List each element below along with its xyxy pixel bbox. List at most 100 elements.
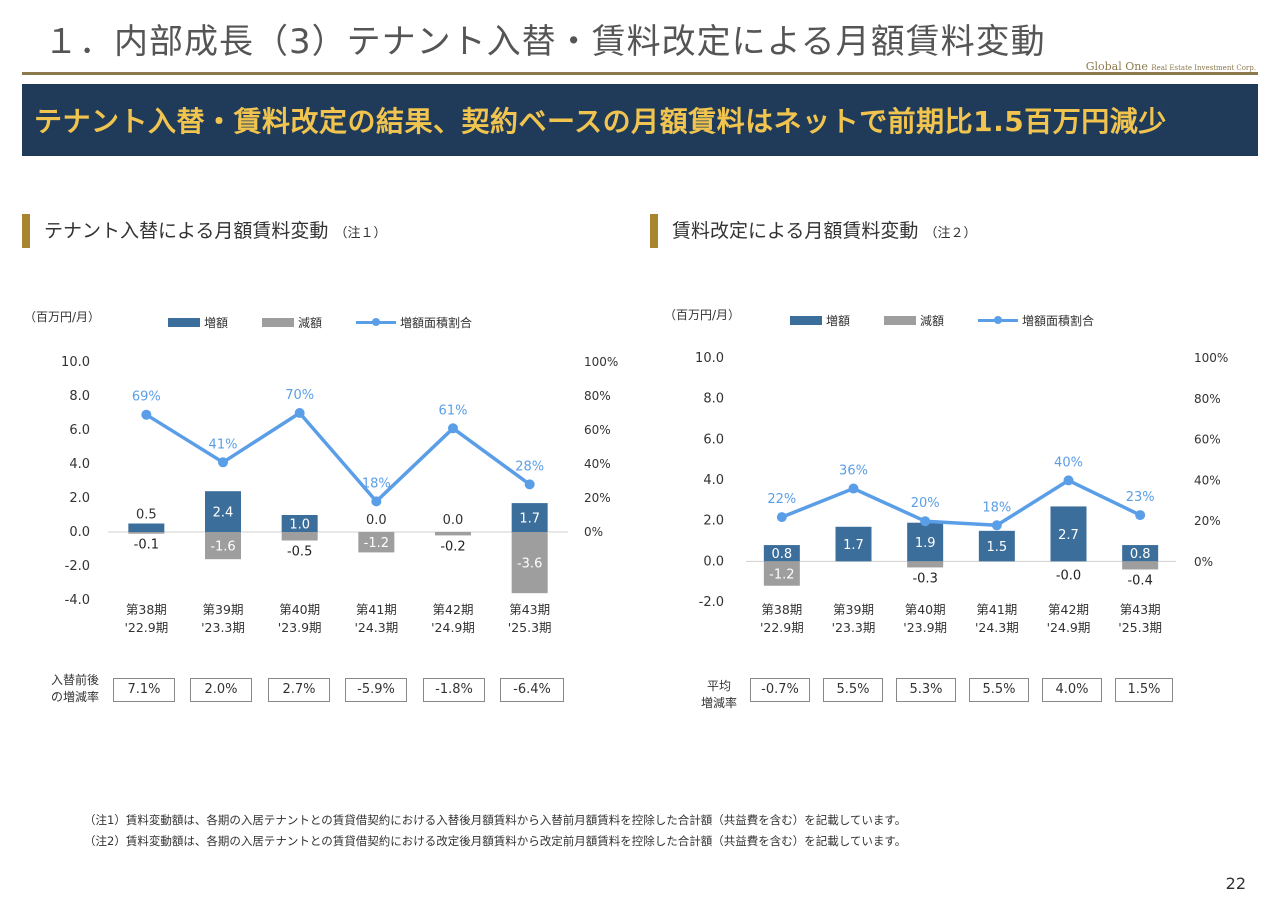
- decrease-bar: [763, 561, 800, 586]
- ratio-point: [294, 408, 305, 418]
- decrease-data-label: -0.3: [912, 571, 937, 586]
- increase-bar: [205, 491, 241, 532]
- left-heading-note: （注１）: [334, 226, 387, 241]
- legend-ratio: 増額面積割合: [978, 312, 1094, 329]
- left-chart-svg: 10.0 8.0 6.0 4.0 2.0 0.0 -2.0 -4.0 100% 80% 60% 40%…: [61, 355, 618, 635]
- y-tick-label: 0.0: [703, 554, 724, 569]
- category-label: 第40期: [905, 602, 946, 617]
- decrease-data-label: -1.2: [769, 568, 794, 583]
- legend-decrease-swatch: [884, 315, 917, 325]
- ratio-point: [776, 512, 787, 523]
- y-tick-label: 2.0: [703, 514, 724, 529]
- decrease-bar: [435, 532, 471, 536]
- y2-tick-label: 20%: [584, 491, 611, 505]
- increase-data-label: 0.5: [136, 508, 157, 523]
- decrease-bar: [1122, 561, 1159, 570]
- legend-increase-label: 増額: [204, 315, 229, 330]
- decrease-bar: [907, 561, 944, 568]
- rent-revision-chart: （百万円/月） 増額 減額 増額面積割合 10.0 8.0 6.0 4.0 2.0 0.0…: [650, 296, 1270, 716]
- ratio-data-label: 70%: [285, 388, 314, 403]
- category-label: '22.9期: [760, 620, 804, 635]
- decrease-bar: [205, 532, 241, 560]
- legend-ratio-swatch: [356, 317, 397, 326]
- decrease-data-label: -3.6: [517, 557, 542, 572]
- category-label: 第39期: [203, 602, 244, 617]
- category-label: 第41期: [976, 602, 1017, 617]
- increase-data-label: 0.8: [1130, 547, 1151, 562]
- right-legend: 増額 減額 増額面積割合: [790, 312, 1120, 328]
- ratio-data-label: 18%: [982, 500, 1011, 515]
- right-rate-box: 1.5%: [1115, 678, 1173, 702]
- decrease-data-label: -1.2: [364, 536, 389, 551]
- increase-bar: [978, 530, 1015, 562]
- category-label: 第42期: [433, 602, 474, 617]
- ratio-data-label: 23%: [1126, 490, 1155, 505]
- company-logo: Global One Real Estate Investment Corp.: [1086, 60, 1256, 73]
- category-label: 第40期: [279, 602, 320, 617]
- category-label: '23.9期: [278, 620, 322, 635]
- category-label: '22.9期: [124, 620, 168, 635]
- right-rate-label-2: 増減率: [700, 696, 737, 710]
- y2-tick-label: 60%: [584, 423, 611, 437]
- legend-increase: 増額: [790, 312, 850, 329]
- footnotes: （注1）賃料変動額は、各期の入居テナントとの賃貸借契約における入替後月額賃料から…: [84, 810, 906, 852]
- increase-bar: [835, 526, 872, 562]
- y-tick-label: 4.0: [69, 457, 90, 472]
- right-rate-label-1: 平均: [706, 679, 731, 693]
- increase-data-label: 1.7: [519, 512, 540, 527]
- legend-increase-swatch: [790, 315, 822, 325]
- y2-tick-label: 0%: [584, 525, 603, 539]
- y2-tick-label: 80%: [1194, 392, 1221, 406]
- left-rate-row: 7.1% 2.0% 2.7% -5.9% -1.8% -6.4%: [113, 678, 573, 702]
- ratio-point: [371, 496, 382, 507]
- right-unit-label: （百万円/月）: [664, 308, 741, 322]
- tenant-replacement-chart: （百万円/月） 増額 減額 増額面積割合 10.0 8.0 6.0 4.0 2.0 0.0…: [20, 296, 640, 716]
- ratio-point: [991, 520, 1002, 531]
- page-number: 22: [1225, 874, 1246, 893]
- increase-data-label: 1.0: [289, 518, 310, 533]
- increase-data-label: 0.0: [443, 513, 464, 528]
- y-tick-label: -2.0: [65, 559, 90, 574]
- left-rate-box: 2.0%: [190, 678, 252, 702]
- y-tick-label: 8.0: [703, 392, 724, 407]
- left-heading-text: テナント入替による月額賃料変動: [44, 220, 329, 242]
- right-rate-box: -0.7%: [750, 678, 810, 702]
- increase-bar: [128, 523, 165, 532]
- legend-ratio-label: 増額面積割合: [1022, 313, 1095, 328]
- legend-decrease-label: 減額: [298, 315, 323, 330]
- ratio-data-label: 28%: [515, 459, 544, 474]
- legend-increase: 増額: [168, 314, 228, 331]
- left-rate-box: 2.7%: [268, 678, 330, 702]
- y-tick-label: 8.0: [69, 389, 90, 404]
- y-tick-label: 6.0: [703, 432, 724, 447]
- y-tick-label: 10.0: [695, 351, 724, 366]
- y2-tick-label: 100%: [1194, 351, 1228, 365]
- ratio-data-label: 22%: [767, 492, 796, 507]
- right-rate-box: 5.5%: [969, 678, 1029, 702]
- decrease-data-label: -0.2: [440, 539, 465, 554]
- decrease-data-label: -1.6: [210, 540, 235, 555]
- left-rate-label: 入替前後 の増減率: [40, 672, 110, 706]
- y-tick-label: -4.0: [65, 593, 90, 608]
- category-label: 第43期: [509, 602, 550, 617]
- logo-main: Global One: [1085, 60, 1148, 73]
- footnote-1: （注1）賃料変動額は、各期の入居テナントとの賃貸借契約における入替後月額賃料から…: [84, 813, 907, 827]
- legend-ratio: 増額面積割合: [356, 314, 472, 331]
- right-section-heading: 賃料改定による月額賃料変動 （注２）: [650, 214, 977, 248]
- left-rate-box: -6.4%: [500, 678, 564, 702]
- legend-increase-label: 増額: [826, 313, 851, 328]
- ratio-point: [141, 409, 152, 420]
- ratio-point: [218, 457, 228, 468]
- increase-data-label: 2.7: [1058, 528, 1079, 543]
- right-rate-box: 5.3%: [896, 678, 956, 702]
- decrease-data-label: -0.4: [1127, 573, 1152, 588]
- y2-tick-label: 60%: [1194, 433, 1221, 447]
- decrease-bar: [358, 532, 395, 553]
- decrease-bar: [281, 532, 318, 541]
- legend-decrease-label: 減額: [920, 313, 945, 328]
- left-unit-label: （百万円/月）: [24, 310, 101, 324]
- left-section-heading: テナント入替による月額賃料変動 （注１）: [22, 214, 387, 248]
- ratio-data-label: 61%: [439, 403, 468, 418]
- ratio-line: [145, 411, 531, 504]
- ratio-data-label: 18%: [362, 476, 391, 491]
